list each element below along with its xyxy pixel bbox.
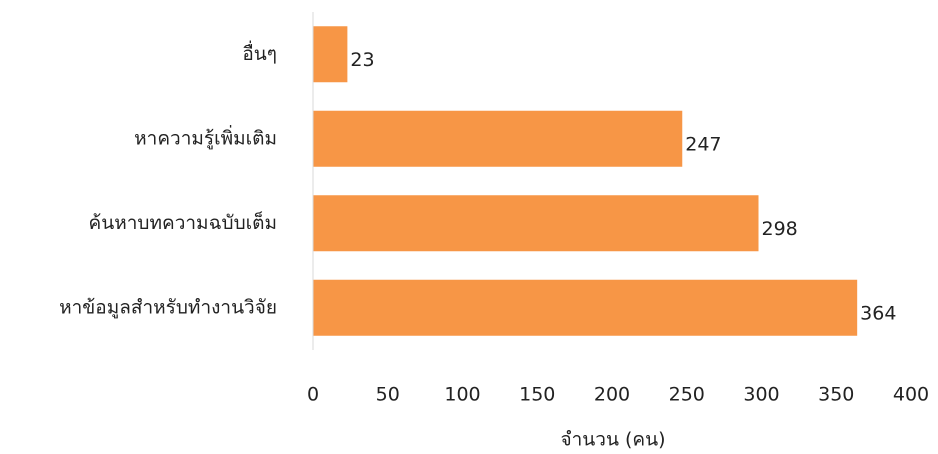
x-tick-label: 0 [307, 384, 319, 406]
y-tick-label: อื่นๆ [242, 40, 277, 65]
y-tick-label: หาข้อมูลสำหรับทำงานวิจัย [59, 296, 277, 318]
x-tick-label: 100 [444, 384, 480, 406]
data-label: 298 [762, 218, 798, 240]
data-label: 247 [685, 133, 721, 155]
y-tick-label: ค้นหาบทความฉบับเต็ม [89, 210, 277, 234]
bar [313, 110, 683, 167]
x-tick-label: 350 [818, 384, 854, 406]
data-label: 23 [350, 49, 374, 71]
y-tick-label: หาความรู้เพิ่มเติม [134, 124, 277, 149]
x-tick-label: 250 [669, 384, 705, 406]
bar [313, 26, 348, 83]
bar [313, 279, 858, 336]
x-tick-label: 200 [594, 384, 630, 406]
x-axis-label: จำนวน (คน) [560, 429, 665, 451]
bar [313, 195, 759, 252]
x-tick-label: 300 [743, 384, 779, 406]
x-tick-label: 50 [376, 384, 400, 406]
x-tick-label: 400 [893, 384, 929, 406]
data-label: 364 [860, 302, 896, 324]
x-tick-label: 150 [519, 384, 555, 406]
